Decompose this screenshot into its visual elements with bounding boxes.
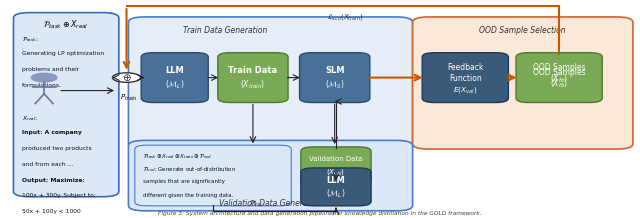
Text: $\mathcal{P}_{task}$:: $\mathcal{P}_{task}$: [22,35,38,44]
Text: $(\mathcal{M}_L)$: $(\mathcal{M}_L)$ [165,79,184,91]
FancyBboxPatch shape [13,13,119,197]
Text: $\mathcal{P}_{task} \oplus X_{real}$: $\mathcal{P}_{task} \oplus X_{real}$ [44,18,89,31]
Text: LLM: LLM [165,66,184,75]
Text: Figure 3: System architecture and data generation pipeline for knowledge distill: Figure 3: System architecture and data g… [158,211,482,216]
FancyBboxPatch shape [301,147,371,185]
FancyBboxPatch shape [413,17,633,149]
Text: 100x + 300y. Subject to:: 100x + 300y. Subject to: [22,194,95,198]
Text: Train Data: Train Data [228,66,278,75]
Text: problems and their: problems and their [22,67,79,72]
Circle shape [113,73,141,82]
Text: $(X_{fb})$: $(X_{fb})$ [550,78,568,90]
Text: $X_{real}$:: $X_{real}$: [22,114,38,123]
Text: OOD Sample Selection: OOD Sample Selection [479,26,566,35]
Text: $\mathcal{P}_{ood}$: Generate out-of-distribution: $\mathcal{P}_{ood}$: Generate out-of-dis… [143,165,236,174]
Text: $\mathcal{P}_{val}$: $\mathcal{P}_{val}$ [249,199,263,209]
Text: $(X_{train})$: $(X_{train})$ [241,79,266,91]
Text: formulations.: formulations. [22,83,61,88]
Text: $(\mathcal{M}_L)$: $(\mathcal{M}_L)$ [326,187,346,200]
Text: and from each ...: and from each ... [22,162,73,167]
Text: Output: Maximize:: Output: Maximize: [22,178,84,183]
FancyBboxPatch shape [301,168,371,206]
FancyBboxPatch shape [135,145,291,206]
Text: LLM: LLM [326,176,346,185]
Text: OOD Samples: OOD Samples [533,68,586,77]
FancyBboxPatch shape [516,53,602,102]
Text: Function: Function [449,74,482,83]
FancyBboxPatch shape [129,17,413,149]
Text: samples that are significantly: samples that are significantly [143,179,225,184]
Text: Input: A company: Input: A company [22,130,82,135]
Text: $(X_{fb})$: $(X_{fb})$ [550,72,568,85]
Text: $P_{train}$: $P_{train}$ [120,93,137,103]
Text: different given the training data.: different given the training data. [143,193,234,198]
Text: Validation Data: Validation Data [309,156,363,162]
Text: Feedback: Feedback [447,63,483,72]
Text: produced two products: produced two products [22,146,92,151]
Text: $\mathcal{L}_{sco}(X_{train})$: $\mathcal{L}_{sco}(X_{train})$ [327,12,364,22]
FancyBboxPatch shape [129,140,413,211]
Text: $\mathcal{P}_{task} \oplus X_{real} \oplus X_{train} \oplus \mathcal{P}_{ood}$: $\mathcal{P}_{task} \oplus X_{real} \opl… [143,152,212,161]
Text: SLM: SLM [325,66,344,75]
Text: $\oplus$: $\oplus$ [122,72,131,83]
Text: $E(X_{val})$: $E(X_{val})$ [453,85,477,95]
Text: $(X_{val})$: $(X_{val})$ [326,167,346,177]
Text: Train Data Generation: Train Data Generation [182,26,267,35]
Text: $(\mathcal{M}_S)$: $(\mathcal{M}_S)$ [324,79,345,91]
Text: Generating LP optimization: Generating LP optimization [22,51,104,56]
Text: 50x + 100y < 1000: 50x + 100y < 1000 [22,209,81,214]
FancyBboxPatch shape [218,53,288,102]
FancyBboxPatch shape [300,53,370,102]
Circle shape [31,73,57,82]
Text: Validation Data Generation: Validation Data Generation [219,199,322,208]
Text: OOD Samples: OOD Samples [533,63,586,72]
FancyBboxPatch shape [422,53,508,102]
FancyBboxPatch shape [141,53,208,102]
